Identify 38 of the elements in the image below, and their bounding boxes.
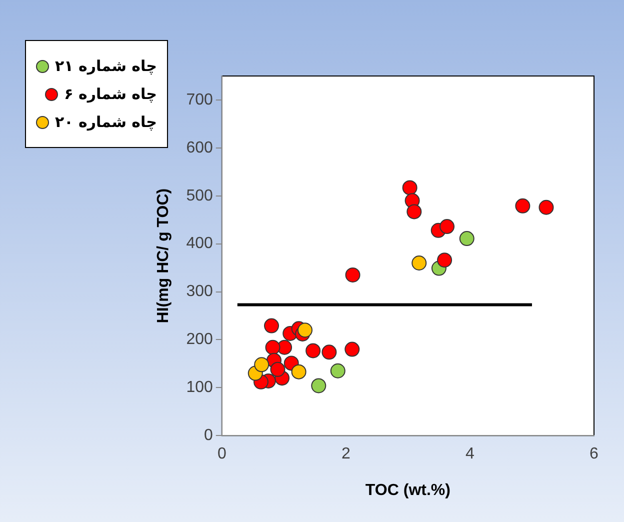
y-tick-label: 700 [186, 91, 213, 108]
legend-label: چاه شماره ۲۱ [55, 57, 157, 75]
y-axis-title: HI(mg HC/ g TOC) [155, 188, 172, 324]
x-tick-label: 2 [341, 446, 350, 463]
point [265, 340, 280, 355]
point [291, 364, 306, 380]
y-tick-label: 0 [204, 427, 213, 444]
point [345, 267, 360, 282]
point [402, 180, 418, 196]
point [277, 340, 292, 355]
point [311, 378, 326, 394]
point [515, 198, 530, 214]
point [538, 200, 554, 215]
point [412, 255, 427, 270]
point [406, 204, 422, 220]
legend-label: چاه شماره ۶ [64, 85, 157, 103]
point [254, 357, 270, 372]
point [437, 252, 452, 268]
point [264, 318, 280, 334]
x-tick-label: 4 [466, 446, 475, 463]
y-tick-label: 100 [186, 379, 213, 396]
point [298, 322, 312, 338]
y-tick-label: 600 [186, 139, 213, 156]
point [344, 342, 360, 357]
y-tick-label: 200 [186, 331, 213, 348]
y-tick-label: 300 [186, 283, 213, 300]
point [306, 343, 321, 358]
legend-label: چاه شماره ۲۰ [55, 113, 157, 131]
point [440, 219, 455, 234]
point [322, 344, 337, 360]
point [270, 362, 286, 377]
y-tick-label: 500 [186, 187, 213, 204]
point [330, 363, 346, 378]
point [459, 231, 474, 246]
x-tick-label: 0 [217, 446, 226, 463]
y-tick-label: 400 [186, 235, 213, 252]
x-tick-label: 6 [590, 446, 599, 463]
x-axis-title: TOC (wt.%) [365, 482, 450, 499]
